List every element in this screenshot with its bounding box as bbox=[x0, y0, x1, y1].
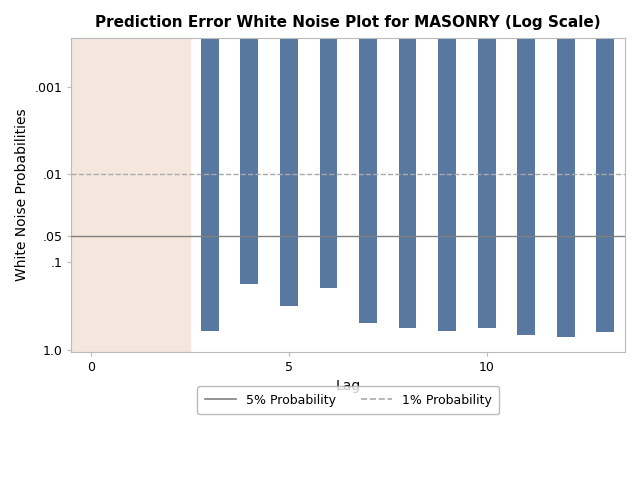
Bar bbox=[201, 0, 219, 332]
Bar bbox=[557, 0, 575, 337]
Y-axis label: White Noise Probabilities: White Noise Probabilities bbox=[15, 108, 29, 281]
Bar bbox=[477, 0, 495, 327]
Legend: 5% Probability, 1% Probability: 5% Probability, 1% Probability bbox=[197, 386, 499, 414]
Bar bbox=[319, 0, 337, 288]
Title: Prediction Error White Noise Plot for MASONRY (Log Scale): Prediction Error White Noise Plot for MA… bbox=[95, 15, 601, 30]
Bar bbox=[359, 0, 377, 324]
Bar bbox=[596, 0, 614, 332]
Bar bbox=[399, 0, 417, 328]
Bar bbox=[280, 0, 298, 306]
X-axis label: Lag: Lag bbox=[335, 379, 361, 393]
Bar bbox=[438, 0, 456, 332]
Bar bbox=[517, 0, 535, 335]
Bar bbox=[72, 38, 190, 351]
Bar bbox=[241, 0, 259, 284]
